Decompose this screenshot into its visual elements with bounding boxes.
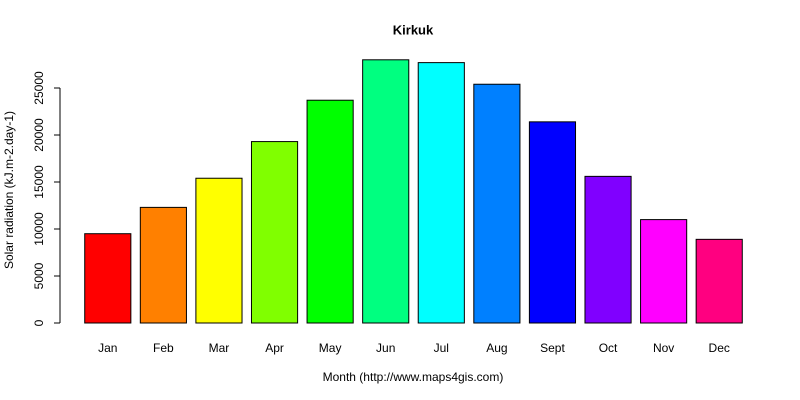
x-tick-label: Jul bbox=[434, 341, 449, 355]
y-axis-label: Solar radiation (kJ.m-2.day-1) bbox=[2, 111, 16, 269]
x-tick-label: Oct bbox=[599, 341, 618, 355]
x-tick-label: Mar bbox=[209, 341, 230, 355]
x-tick-label: Sept bbox=[540, 341, 565, 355]
bar bbox=[417, 62, 465, 324]
x-tick-label: Jan bbox=[98, 341, 117, 355]
bar bbox=[640, 219, 688, 324]
y-tick-label: 20000 bbox=[32, 118, 46, 152]
bar bbox=[473, 83, 521, 324]
x-tick-label: Feb bbox=[153, 341, 174, 355]
bar bbox=[139, 206, 187, 324]
bar bbox=[362, 59, 410, 324]
y-tick-label: 0 bbox=[32, 319, 46, 326]
y-tick-label: 15000 bbox=[32, 165, 46, 199]
x-axis-label: Month (http://www.maps4gis.com) bbox=[323, 370, 504, 384]
bar bbox=[306, 99, 354, 324]
chart-title: Kirkuk bbox=[393, 22, 434, 37]
bar bbox=[250, 141, 299, 324]
y-tick-label: 25000 bbox=[32, 71, 46, 105]
bar bbox=[584, 175, 632, 324]
x-tick-label: Nov bbox=[653, 341, 674, 355]
x-tick-label: May bbox=[319, 341, 342, 355]
x-tick-label: Aug bbox=[486, 341, 507, 355]
bar bbox=[195, 177, 243, 324]
y-tick-label: 10000 bbox=[32, 212, 46, 246]
y-tick-label: 5000 bbox=[32, 262, 46, 289]
bar bbox=[528, 121, 577, 324]
x-tick-label: Apr bbox=[265, 341, 284, 355]
x-tick-label: Dec bbox=[709, 341, 730, 355]
bar bbox=[84, 233, 132, 324]
x-tick-label: Jun bbox=[376, 341, 395, 355]
bar bbox=[695, 238, 743, 324]
